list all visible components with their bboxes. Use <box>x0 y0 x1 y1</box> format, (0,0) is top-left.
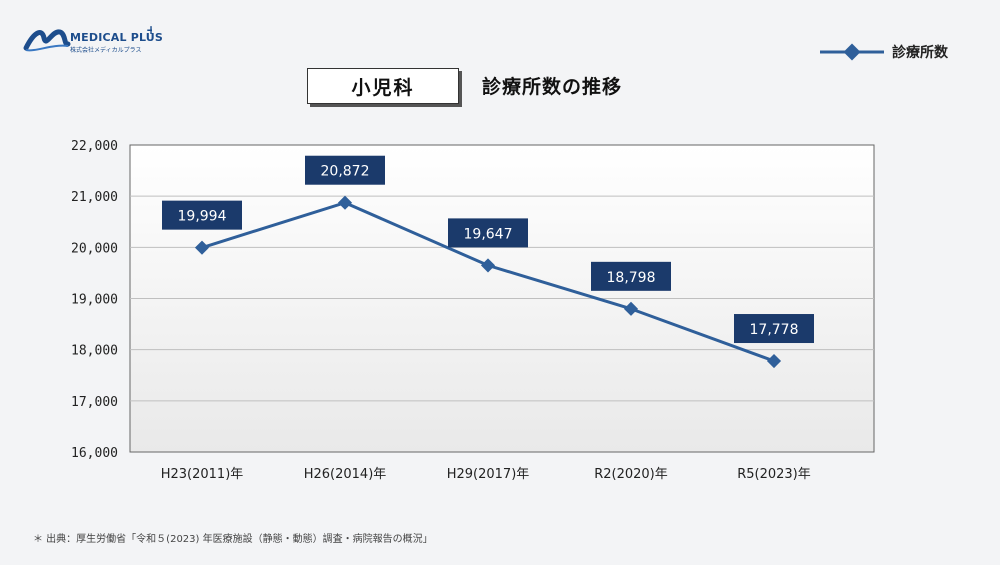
data-label-box <box>591 261 671 291</box>
legend-line-icon <box>820 43 884 61</box>
legend-label: 診療所数 <box>892 45 948 61</box>
source-note: ＊ 出典：厚生労働省「令和５(2023) 年医療施設（静態・動態）調査・病院報告… <box>33 534 433 545</box>
chart-legend: 診療所数 <box>820 40 948 64</box>
y-tick-label: 21,000 <box>71 190 118 205</box>
y-tick-label: 20,000 <box>71 241 118 256</box>
data-label: 20,872 <box>321 164 370 180</box>
x-tick-label: H26(2014)年 <box>304 467 387 482</box>
y-tick-label: 18,000 <box>71 344 118 359</box>
brand-logo-icon: + <box>23 23 152 52</box>
data-label-box <box>162 200 242 230</box>
specialty-title-box: 小児科 <box>307 68 459 104</box>
data-point-marker <box>623 301 639 316</box>
data-point-marker <box>337 195 353 210</box>
x-tick-label: R5(2023)年 <box>737 467 811 482</box>
data-point-marker <box>766 353 782 369</box>
chart-title: 診療所数の推移 <box>482 76 623 98</box>
data-point-marker <box>194 240 210 255</box>
data-label-box <box>305 155 385 185</box>
x-tick-label: H29(2017)年 <box>447 467 530 482</box>
data-label: 17,778 <box>750 322 799 338</box>
y-tick-label: 16,000 <box>71 446 118 461</box>
data-label: 18,798 <box>607 270 656 286</box>
data-point-marker <box>480 258 496 273</box>
x-tick-label: H23(2011)年 <box>161 467 244 482</box>
y-tick-label: 17,000 <box>71 395 118 410</box>
brand-name: MEDICAL PLUS <box>70 31 164 44</box>
brand-tagline: 株式会社メディカルプラス <box>70 47 142 54</box>
data-label: 19,647 <box>464 226 513 242</box>
data-label-box <box>448 218 528 248</box>
x-tick-label: R2(2020)年 <box>594 467 668 482</box>
svg-text:+: + <box>146 23 152 37</box>
y-tick-label: 22,000 <box>71 139 118 154</box>
data-label-box <box>734 314 814 344</box>
y-tick-label: 19,000 <box>71 293 118 308</box>
data-label: 19,994 <box>178 209 227 225</box>
